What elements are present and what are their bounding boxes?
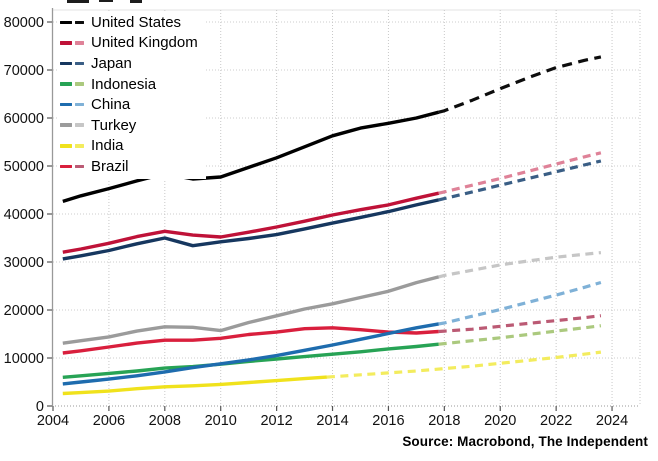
y-axis-tick-label: 40000 [4,207,44,223]
series-line-solid-turkey [62,275,440,345]
x-axis-tick-label: 2004 [37,413,69,429]
swatch-dash-segment [75,82,84,86]
series-line-solid-brazil [62,326,439,355]
legend-label: India [91,137,124,155]
legend-line-swatch-icon [60,61,84,66]
swatch-dash-segment [75,164,84,169]
swatch-solid-segment [60,61,72,66]
y-axis-tick-label: 80000 [4,15,44,31]
legend-line-swatch-icon [60,123,84,128]
series-line-forecast-united-kingdom [438,151,602,195]
legend-label: China [91,96,131,114]
legend-label: United Kingdom [91,34,198,52]
series-line-forecast-brazil [438,314,602,334]
chart-legend: United States United Kingdom Japan Indonesi… [58,11,206,179]
series-line-solid-india [62,375,328,396]
series-line-solid-japan [62,198,440,261]
swatch-dash-segment [75,123,84,128]
cropped-title-artifact [67,0,89,3]
series-line-forecast-united-states [438,55,602,114]
x-axis-tick-label: 2018 [428,413,460,429]
swatch-dash-segment [75,20,84,25]
cropped-title-artifact [99,0,113,2]
legend-item-china: China [60,94,198,115]
y-axis-tick-label: 20000 [4,303,44,319]
legend-item-united-states: United States [60,12,198,33]
series-line-solid-united-states [62,110,440,204]
swatch-solid-segment [60,164,72,169]
legend-label: Turkey [91,116,137,134]
x-axis-tick-label: 2006 [93,413,125,429]
source-credit: Source: Macrobond, The Independent [402,434,648,449]
legend-line-swatch-icon [60,164,84,169]
swatch-dash-segment [75,144,84,148]
legend-item-united-kingdom: United Kingdom [60,33,198,54]
series-line-forecast-indonesia [438,324,602,346]
series-line-solid-china [62,322,439,386]
legend-line-swatch-icon [60,20,84,25]
legend-item-japan: Japan [60,53,198,74]
legend-item-brazil: Brazil [60,156,198,177]
series-line-forecast-india [326,350,602,379]
x-axis-tick-label: 2020 [484,413,516,429]
x-axis-tick-label: 2012 [260,413,292,429]
legend-item-turkey: Turkey [60,115,198,136]
legend-label: United States [91,13,182,31]
x-axis-tick-label: 2022 [540,413,572,429]
legend-line-swatch-icon [60,102,84,107]
legend-label: Brazil [91,157,129,175]
swatch-dash-segment [75,61,84,66]
swatch-dash-segment [75,41,84,45]
legend-line-swatch-icon [60,82,84,86]
y-axis-tick-label: 30000 [4,255,44,271]
legend-item-indonesia: Indonesia [60,74,198,95]
x-axis-tick-label: 2010 [205,413,237,429]
x-axis-tick-label: 2024 [596,413,628,429]
legend-label: Japan [91,54,132,72]
swatch-dash-segment [75,102,84,107]
legend-line-swatch-icon [60,41,84,45]
legend-label: Indonesia [91,75,157,93]
cropped-title-artifact [130,0,142,3]
y-axis-tick-label: 60000 [4,111,44,127]
x-axis-tick-label: 2016 [372,413,404,429]
y-axis-tick-label: 50000 [4,159,44,175]
y-axis-tick-label: 0 [36,399,44,415]
swatch-solid-segment [60,41,72,45]
legend-line-swatch-icon [60,144,84,148]
x-axis-tick-label: 2008 [149,413,181,429]
swatch-solid-segment [60,123,72,128]
y-axis-tick-label: 10000 [4,351,44,367]
series-line-forecast-japan [438,159,602,202]
legend-item-india: India [60,136,198,157]
series-line-solid-united-kingdom [62,191,440,254]
y-axis-tick-label: 70000 [4,63,44,79]
swatch-solid-segment [60,144,72,148]
series-line-forecast-turkey [438,251,602,279]
x-axis-tick-label: 2014 [316,413,348,429]
swatch-solid-segment [60,20,72,25]
swatch-solid-segment [60,102,72,107]
swatch-solid-segment [60,82,72,86]
